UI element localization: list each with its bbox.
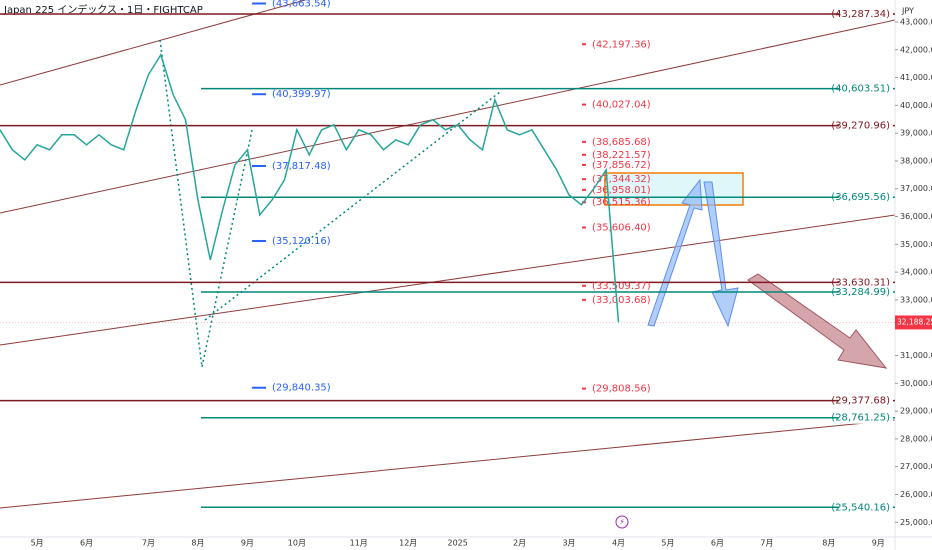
level-label: (39,270.96) xyxy=(831,121,890,132)
x-tick-label: 9月 xyxy=(872,539,885,548)
x-tick-label: 2月 xyxy=(513,539,526,548)
annotation-label: (29,840.35) xyxy=(272,383,331,394)
y-tick-label: 31,000.00 xyxy=(900,351,932,360)
last-price-box xyxy=(895,315,932,330)
y-tick-label: 33,000.00 xyxy=(900,295,932,304)
y-tick-label: 37,000.00 xyxy=(900,184,932,193)
x-tick-label: 6月 xyxy=(80,539,93,548)
zigzag xyxy=(159,39,253,368)
x-tick-label: 8月 xyxy=(822,539,835,548)
x-tick-label: 4月 xyxy=(612,539,625,548)
y-tick-label: 43,000.00 xyxy=(900,17,932,26)
x-tick-label: 11月 xyxy=(350,539,368,548)
x-tick-label: 9月 xyxy=(241,539,254,548)
annotation-label: (35,120.16) xyxy=(272,236,331,247)
level-label-bg xyxy=(839,82,893,95)
x-tick-label: 10月 xyxy=(288,539,306,548)
y-tick-label: 34,000.00 xyxy=(900,268,932,277)
arrow xyxy=(703,181,739,328)
level-label-bg xyxy=(839,501,893,514)
annotation-label: (29,808.56) xyxy=(592,384,651,395)
level-label: (33,284.99) xyxy=(831,287,890,298)
x-tick-label: 5月 xyxy=(661,539,674,548)
event-icon-glyph: ⚡ xyxy=(619,518,625,527)
y-tick-label: 28,000.00 xyxy=(900,434,932,443)
level-label-bg xyxy=(839,191,893,204)
y-tick-label: 36,000.00 xyxy=(900,212,932,221)
y-tick-label: 41,000.00 xyxy=(900,73,932,82)
y-tick-label: 39,000.00 xyxy=(900,129,932,138)
level-label: (40,603.51) xyxy=(831,84,890,95)
annotation-label: (40,399.97) xyxy=(272,89,331,100)
annotation-label: (37,344.32) xyxy=(592,174,651,185)
level-label-bg xyxy=(839,394,893,407)
y-tick-label: 26,000.00 xyxy=(900,490,932,499)
annotation-label: (33,509.37) xyxy=(592,281,651,292)
x-tick-label: 6月 xyxy=(711,539,724,548)
annotation-label: (38,685.68) xyxy=(592,137,651,148)
y-tick-label: 40,000.00 xyxy=(900,101,932,110)
zigzag xyxy=(204,91,501,321)
last-price-label: 32,188.25 xyxy=(897,317,932,326)
level-label: (29,377.68) xyxy=(831,396,890,407)
y-tick-label: 30,000.00 xyxy=(900,379,932,388)
x-tick-label: 5月 xyxy=(31,539,44,548)
y-tick-label: 25,000.00 xyxy=(900,518,932,527)
annotation-label: (43,663.54) xyxy=(272,0,331,10)
y-tick-label: 42,000.00 xyxy=(900,45,932,54)
level-label: (25,540.16) xyxy=(831,502,890,513)
annotation-label: (33,003.68) xyxy=(592,295,651,306)
x-tick-label: 8月 xyxy=(191,539,204,548)
y-tick-label: 27,000.00 xyxy=(900,462,932,471)
annotation-label: (37,817.48) xyxy=(272,161,331,172)
trend-line xyxy=(0,214,896,346)
arrow xyxy=(747,273,888,369)
level-label: (33,630.31) xyxy=(831,277,890,288)
currency: JPY xyxy=(901,7,914,16)
annotation-label: (38,221.57) xyxy=(592,150,651,161)
level-label-bg xyxy=(839,411,893,424)
zone-box xyxy=(604,172,744,206)
level-label: (43,287.34) xyxy=(831,9,890,20)
x-tick-label: 7月 xyxy=(142,539,155,548)
trend-line xyxy=(0,19,896,214)
x-tick-label: 7月 xyxy=(760,539,773,548)
trend-line xyxy=(0,419,896,509)
annotation-label: (36,515.36) xyxy=(592,197,651,208)
level-label-bg xyxy=(839,285,893,298)
y-tick-label: 29,000.00 xyxy=(900,407,932,416)
level-label: (36,695.56) xyxy=(831,192,890,203)
arrow xyxy=(647,178,703,327)
annotation-label: (35,606.40) xyxy=(592,222,651,233)
x-tick-label: 3月 xyxy=(562,539,575,548)
annotation-label: (42,197.36) xyxy=(592,39,651,50)
annotation-label: (36,958.01) xyxy=(592,185,651,196)
y-tick-label: 38,000.00 xyxy=(900,156,932,165)
y-tick-label: 35,000.00 xyxy=(900,240,932,249)
annotation-label: (37,856.72) xyxy=(592,160,651,171)
x-tick-label: 12月 xyxy=(399,539,417,548)
price-line xyxy=(0,52,620,323)
level-label: (28,761.25) xyxy=(831,413,890,424)
event-icon xyxy=(615,515,629,529)
level-label-bg xyxy=(839,119,893,132)
level-label-bg xyxy=(839,276,893,289)
level-label-bg xyxy=(839,7,893,20)
x-tick-label: 2025 xyxy=(448,539,468,548)
annotation-label: (40,027.04) xyxy=(592,100,651,111)
chart-title: Japan 225 インデックス・1日・FIGHTCAP xyxy=(3,3,203,16)
